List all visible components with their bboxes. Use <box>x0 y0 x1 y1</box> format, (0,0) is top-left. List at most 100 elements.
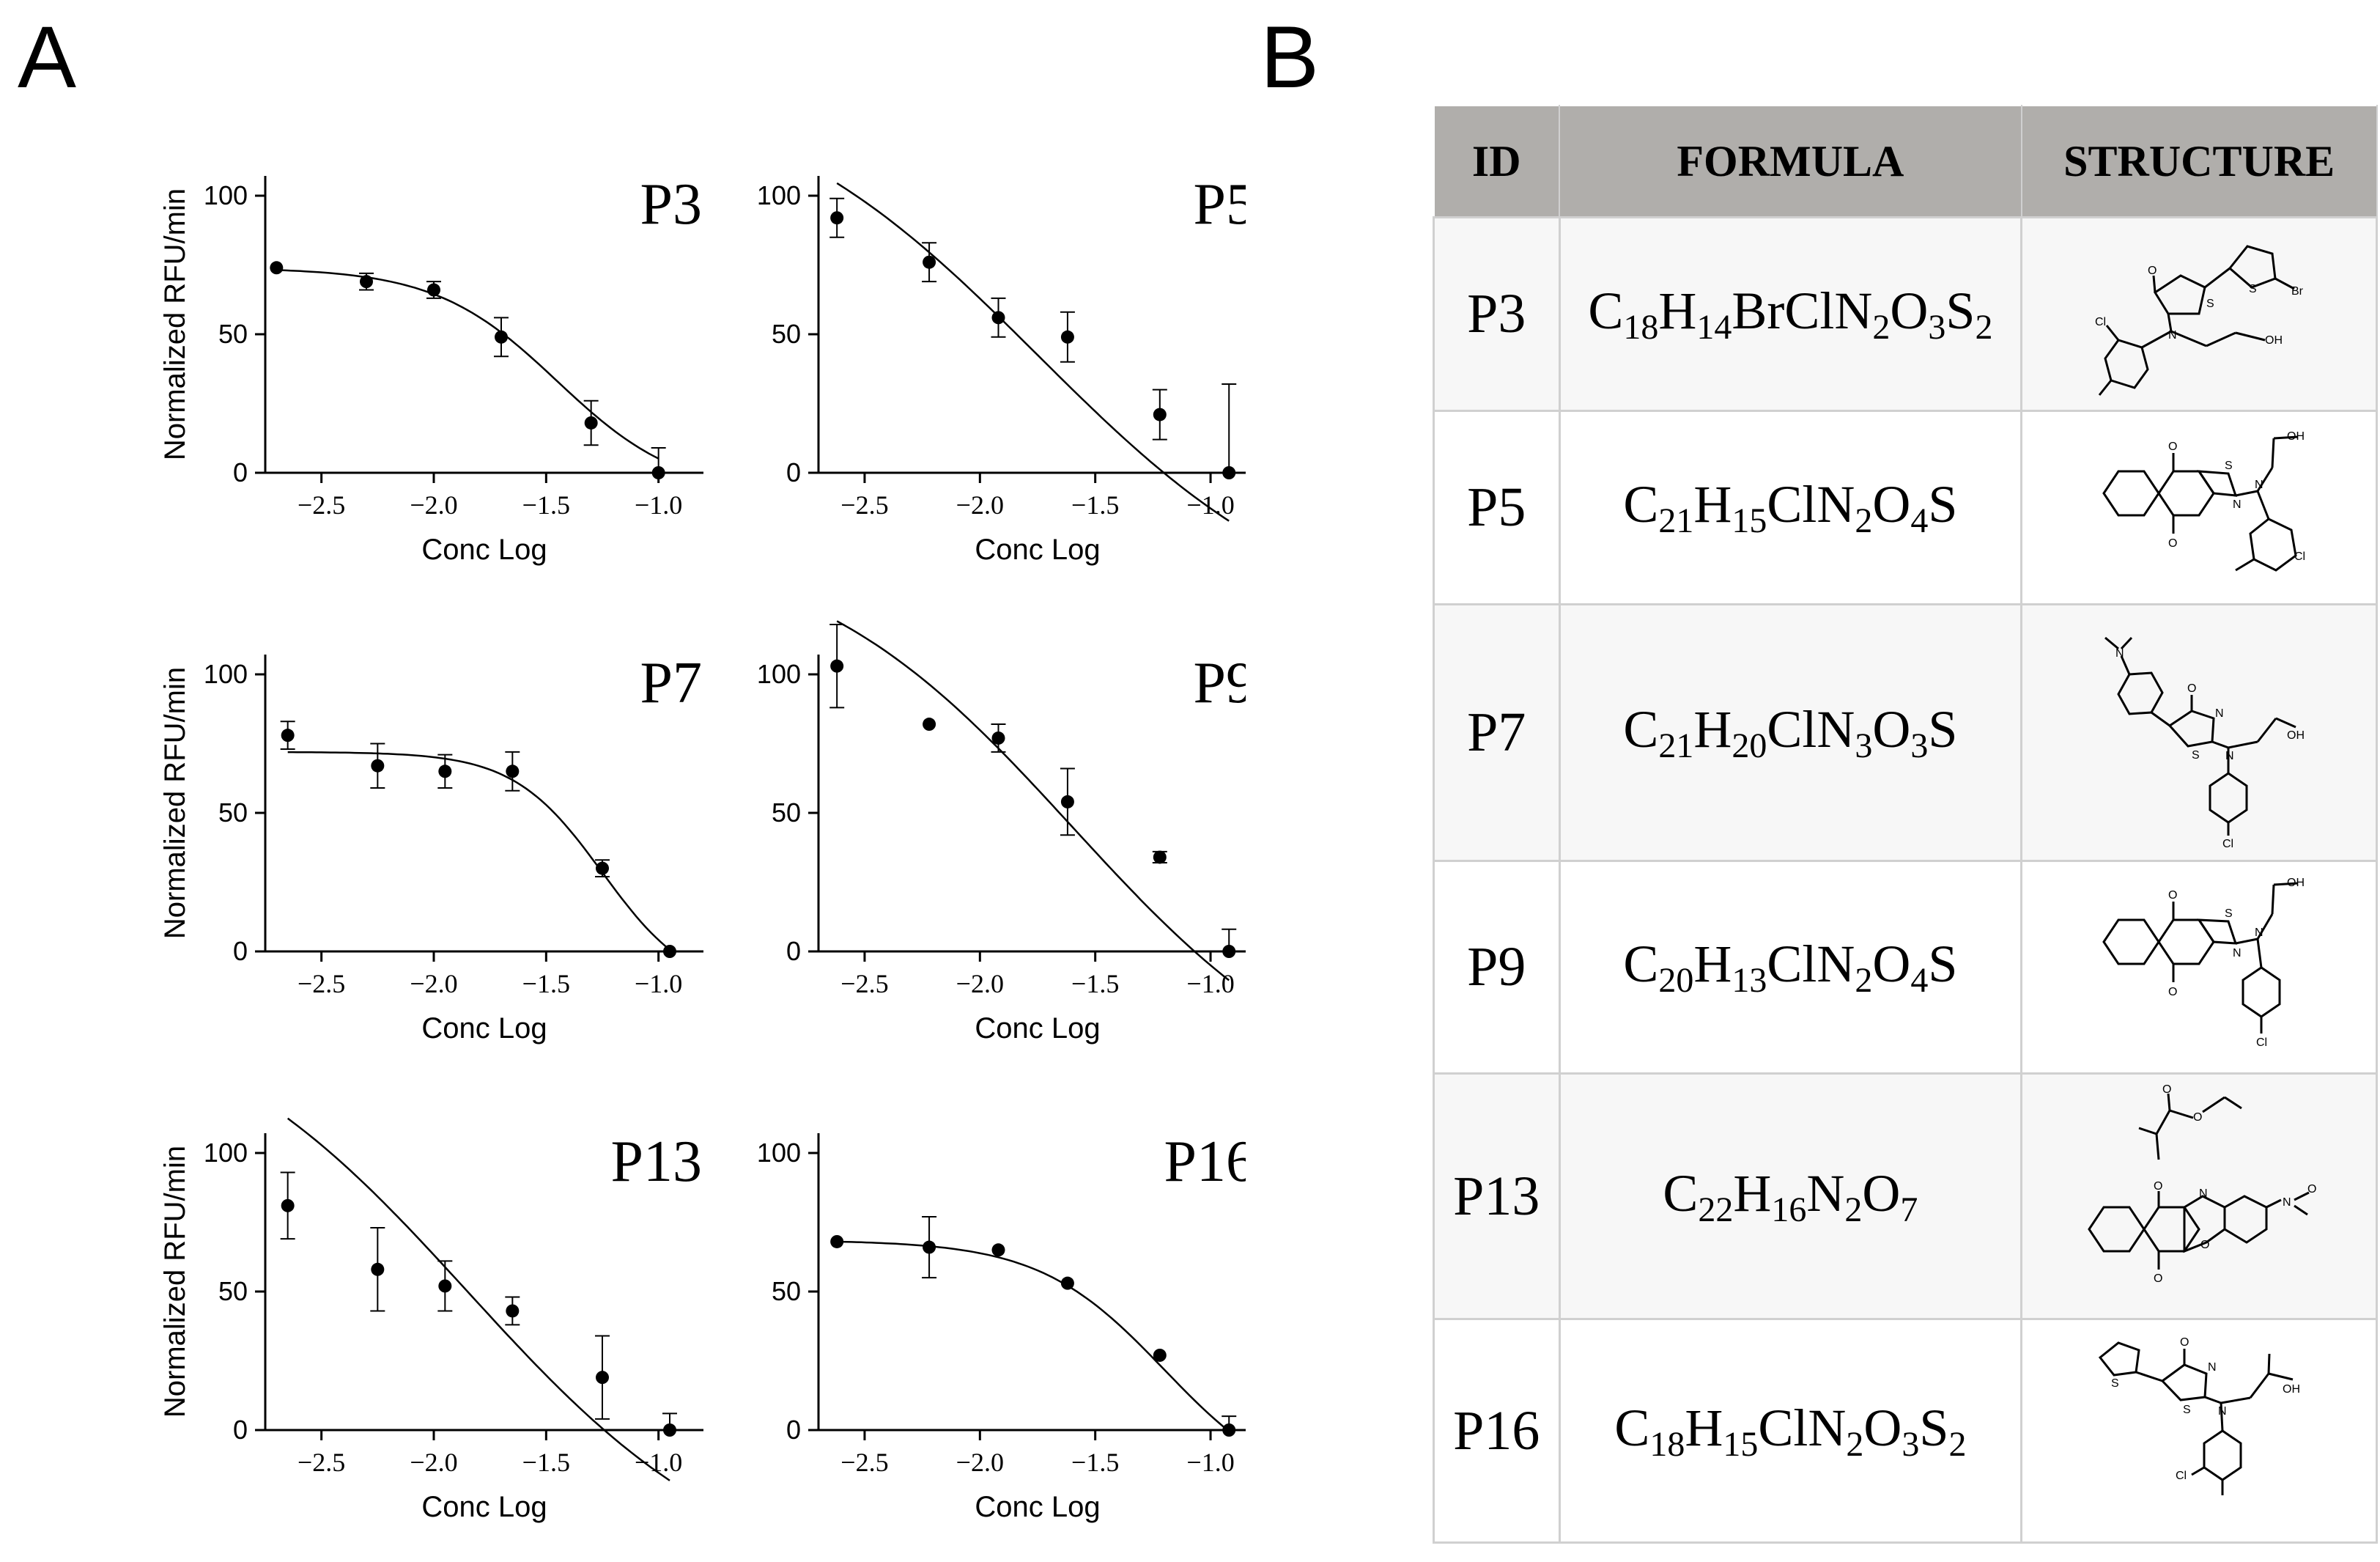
compound-structure: O O S N N OH Cl <box>2020 410 2378 605</box>
data-point <box>1060 1276 1074 1290</box>
chart-title: P3 <box>640 172 703 237</box>
data-point <box>360 275 373 289</box>
x-tick-label: −1.0 <box>1186 969 1234 998</box>
compound-id: P9 <box>1433 860 1561 1075</box>
y-tick-label: 100 <box>204 180 248 210</box>
data-point <box>1222 945 1236 958</box>
x-tick-label: −2.5 <box>840 490 888 520</box>
atom-label: N <box>2208 1361 2217 1374</box>
x-tick-label: −1.0 <box>635 490 682 520</box>
data-point <box>991 1243 1005 1257</box>
formula-element: S <box>1928 935 1958 993</box>
compound-structure: O O O N O O N O <box>2020 1072 2378 1320</box>
y-axis-label: Normalized RFU/min <box>159 188 191 460</box>
structure-p7-drawing: N O N S N OH Cl <box>2104 636 2305 850</box>
data-point <box>371 759 385 773</box>
table-row: P16 C18H15ClN2O3S2 S <box>1433 1318 2378 1544</box>
structure-p13-drawing: O O O N O O N O <box>2088 1083 2317 1285</box>
data-point <box>596 861 609 875</box>
atom-label: OH <box>2287 430 2305 443</box>
formula-element: H <box>1733 1163 1772 1223</box>
formula-subscript: 16 <box>1771 1190 1807 1229</box>
y-tick-label: 50 <box>218 319 248 349</box>
x-axis-label: Conc Log <box>421 1491 547 1523</box>
data-point <box>506 1304 520 1318</box>
y-tick-label: 100 <box>757 180 801 210</box>
formula-subscript: 4 <box>1910 961 1929 1000</box>
atom-label: N <box>2225 750 2234 762</box>
atom-label: N <box>2168 329 2177 342</box>
y-tick-label: 0 <box>786 936 801 966</box>
data-point <box>371 1262 385 1276</box>
atom-label: N <box>2215 707 2224 720</box>
formula-element: C <box>1623 935 1659 993</box>
structure-p5-drawing: O O S N N OH Cl <box>2102 430 2305 572</box>
formula-subscript: 3 <box>1910 726 1929 765</box>
formula-element: BrClN <box>1732 281 1873 340</box>
chart-p9: 0 50 100 −2.5 −2.0 −1.5 −1.0 Conc Log P9 <box>757 620 1246 1045</box>
formula-element: H <box>1693 935 1732 993</box>
x-axis-label: Conc Log <box>421 1012 547 1045</box>
formula-element: O <box>1890 281 1929 340</box>
y-tick-label: 50 <box>772 797 801 828</box>
compound-formula: C18H15ClN2O3S2 <box>1558 1318 2023 1544</box>
formula-element: O <box>1862 1163 1901 1223</box>
data-point <box>1060 795 1074 808</box>
y-tick-label: 50 <box>218 797 248 828</box>
y-tick-label: 0 <box>786 1415 801 1445</box>
data-point <box>281 729 295 743</box>
table-row: P13 C22H16N2O7 <box>1433 1072 2378 1320</box>
chart-p5: 0 50 100 −2.5 −2.0 −1.5 −1.0 Conc Log P5 <box>757 172 1246 566</box>
panel-a-label: A <box>18 8 77 106</box>
x-tick-label: −1.5 <box>522 490 570 520</box>
atom-label: O <box>2180 1336 2189 1349</box>
atom-label: O <box>2307 1183 2316 1196</box>
x-axis-label: Conc Log <box>421 534 547 566</box>
structure-p3-drawing: O S N S Br OH Cl <box>2095 244 2304 396</box>
data-point <box>495 330 508 344</box>
x-tick-label: −2.0 <box>956 1448 1004 1477</box>
atom-label: S <box>2225 907 2233 920</box>
atom-label: S <box>2206 298 2214 310</box>
formula-element: C <box>1623 700 1659 759</box>
formula-subscript: 2 <box>1844 1190 1863 1229</box>
formula-element: S <box>1919 1398 1949 1457</box>
formula-element: S <box>1928 475 1958 534</box>
formula-element: C <box>1623 475 1659 534</box>
fit-curve <box>287 1117 670 1481</box>
formula-element: O <box>1872 475 1911 534</box>
x-tick-label: −2.0 <box>410 969 457 998</box>
atom-label: O <box>2187 682 2196 695</box>
formula-element: ClN <box>1767 935 1855 993</box>
formula-element: N <box>1806 1163 1845 1223</box>
data-point <box>923 1240 936 1254</box>
y-tick-label: 50 <box>772 319 801 349</box>
atom-label: O <box>2168 986 2177 998</box>
formula-subscript: 3 <box>1902 1424 1920 1464</box>
atom-label: N <box>2233 947 2242 959</box>
y-tick-label: 100 <box>757 659 801 689</box>
x-tick-label: −2.5 <box>298 490 345 520</box>
formula-element: H <box>1685 1398 1723 1457</box>
data-point <box>830 659 844 673</box>
y-tick-label: 0 <box>233 457 248 487</box>
chart-p7: 0 50 100 −2.5 −2.0 −1.5 −1.0 Conc Log Normalized… <box>159 651 703 1045</box>
compound-formula: C18H14BrClN2O3S2 <box>1558 216 2023 412</box>
formula-subscript: 18 <box>1623 308 1659 347</box>
atom-label: O <box>2168 537 2177 550</box>
atom-label: N <box>2233 498 2242 511</box>
atom-label: N <box>2255 479 2263 491</box>
compound-formula: C22H16N2O7 <box>1558 1072 2023 1320</box>
compound-structure: O O S N N OH Cl <box>2020 860 2378 1075</box>
data-point <box>1153 850 1167 864</box>
formula-subscript: 2 <box>1948 1424 1967 1464</box>
data-point <box>596 1371 609 1385</box>
formula-subscript: 21 <box>1658 501 1694 540</box>
data-point <box>1153 1348 1167 1362</box>
data-point <box>270 261 284 275</box>
chart-title: P16 <box>1164 1130 1246 1194</box>
atom-label: S <box>2249 283 2257 295</box>
data-point <box>1222 466 1236 479</box>
data-point <box>1222 1423 1236 1437</box>
data-point <box>923 718 936 732</box>
